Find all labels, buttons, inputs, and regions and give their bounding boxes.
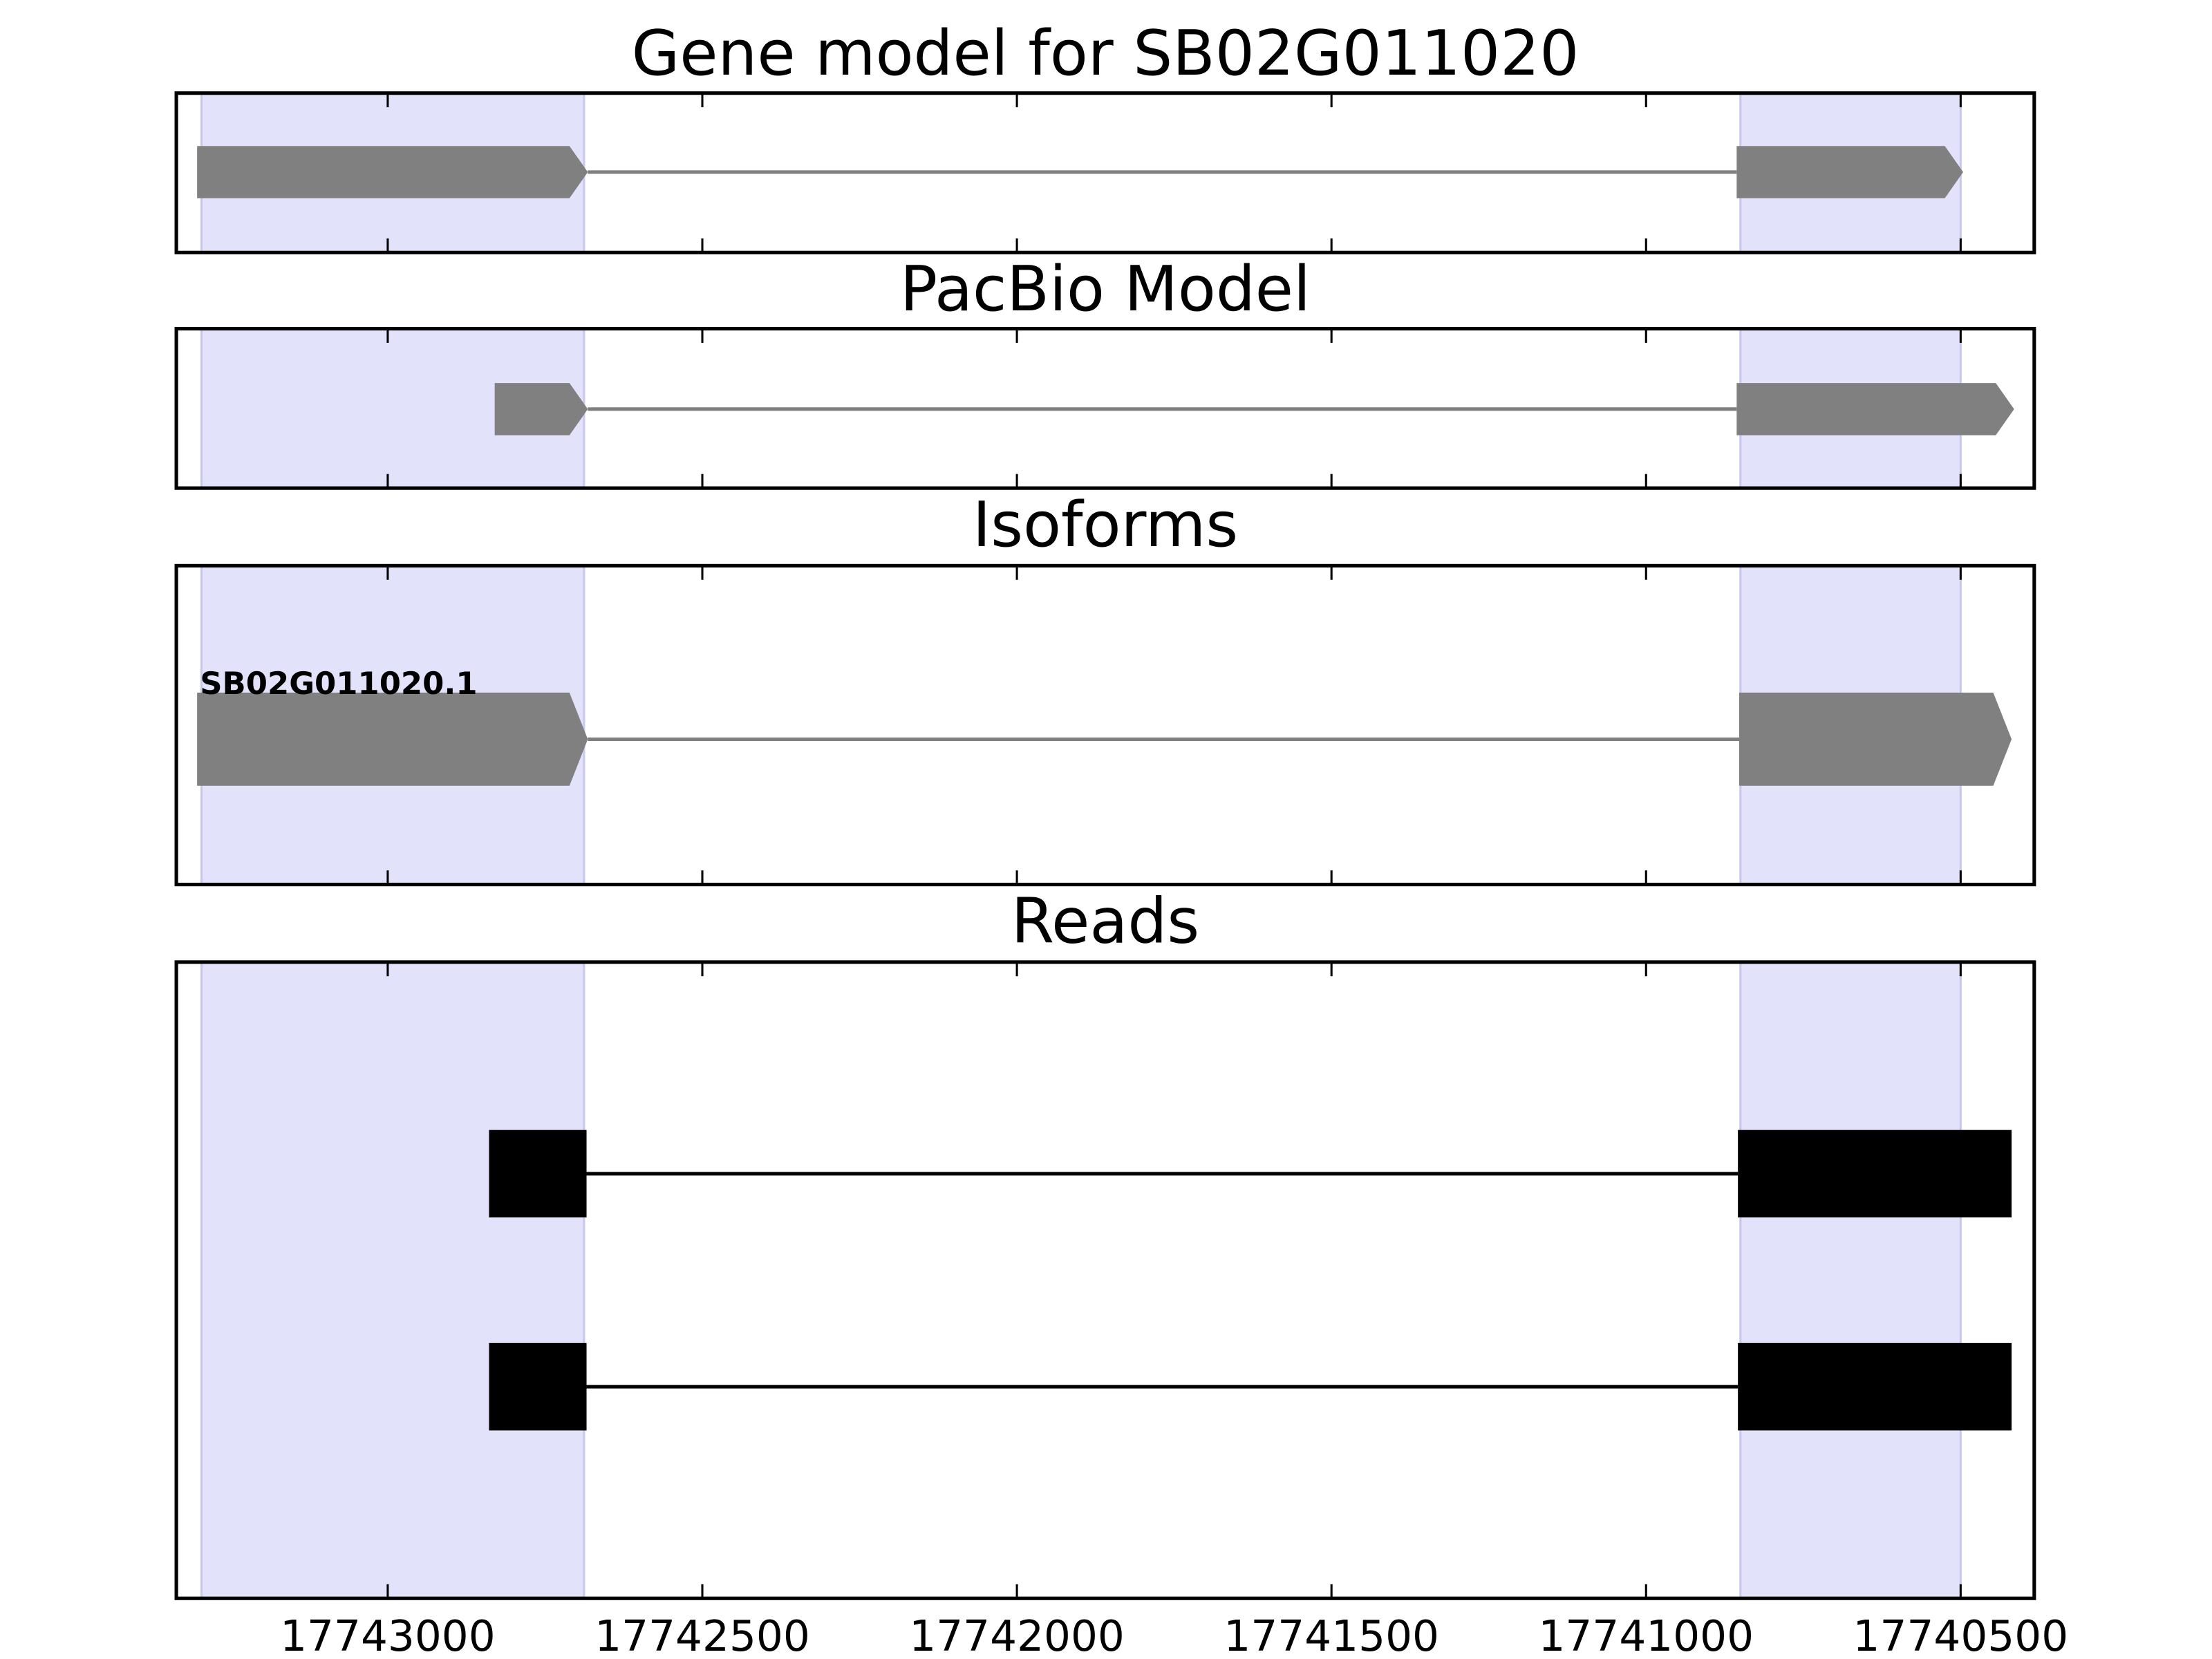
axes-frame [174,91,2036,254]
axes-frame [174,960,2036,1600]
exon [1736,383,2014,435]
axes-frame [174,326,2036,490]
exon [494,383,588,435]
panel-title: Gene model for SB02G011020 [632,18,1580,90]
x-tick-label: 17743000 [280,1612,496,1659]
x-tick-label: 17741000 [1538,1612,1754,1659]
exon [1738,693,2012,786]
read-block [489,1130,587,1218]
x-tick-label: 17741500 [1224,1612,1439,1659]
exon [1736,146,1964,198]
x-tick-label: 17742000 [909,1612,1125,1659]
axes-frame [174,563,2036,887]
panel-title: Reads [1011,885,1199,957]
read-block [489,1342,587,1431]
x-tick-label: 17742500 [594,1612,810,1659]
isoform-label: SB02G011020.1 [200,665,477,702]
panel-title: Isoforms [973,489,1238,561]
read-block [1738,1130,2012,1218]
exon [197,146,588,198]
exon [197,693,588,786]
x-tick-label: 17740500 [1853,1612,2069,1659]
highlight [1739,961,1962,1600]
panel-title: PacBio Model [900,254,1311,326]
highlight [200,961,585,1600]
read-block [1738,1342,2012,1431]
